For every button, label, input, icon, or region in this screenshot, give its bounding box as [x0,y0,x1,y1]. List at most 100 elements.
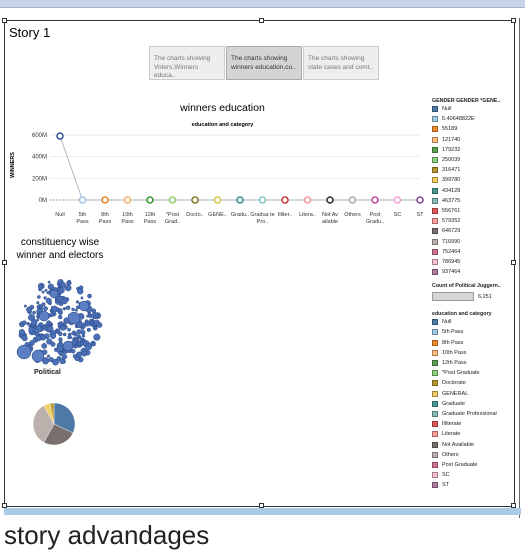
gender-legend-item[interactable]: 121740 [432,135,514,145]
gender-legend-item[interactable]: 716990 [432,236,514,246]
gender-legend-item[interactable]: 752464 [432,247,514,257]
gender-legend-label: 179232 [442,147,460,153]
x-tick-label: Litera.. [299,212,316,218]
edu-legend-label: Doctorate [442,380,466,386]
edu-legend-label: Null [442,319,451,325]
bubble [68,280,71,283]
bubble [51,342,56,347]
x-tick-label: Illiter.. [278,212,293,218]
edu-legend-item[interactable]: Post Graduate [432,460,514,470]
edu-legend-item[interactable]: Doctorate [432,378,514,388]
bubble [60,322,64,326]
edu-legend-item[interactable]: Graduate Professional [432,409,514,419]
edu-legend-item[interactable]: Illiterate [432,419,514,429]
x-tick-label: 8th Pass [99,212,111,225]
edu-legend-item[interactable]: Null [432,317,514,327]
gender-legend-item[interactable]: 55189 [432,124,514,134]
bubble [60,282,65,287]
edu-legend-label: 12th Pass [442,360,466,366]
edu-legend-label: 5th Pass [442,329,463,335]
gender-legend-item[interactable]: 786945 [432,257,514,267]
edu-legend-swatch [432,391,438,397]
bubble [60,359,65,364]
edu-legend-swatch [432,462,438,468]
bubble [32,311,35,314]
edu-legend-item[interactable]: 5th Pass [432,327,514,337]
edu-legend-item[interactable]: Graduate [432,399,514,409]
bubble [60,296,64,300]
edu-legend-item[interactable]: 8th Pass [432,338,514,348]
edu-legend-swatch [432,431,438,437]
x-tick-label: SC [394,212,402,218]
bubble [65,285,71,291]
y-tick-label: 400M [32,155,47,161]
bubble [17,345,31,359]
edu-legend-item[interactable]: SC [432,470,514,480]
gender-legend-label: 752464 [442,249,460,255]
gender-legend-item[interactable]: Null [432,104,514,114]
resize-handle-tr[interactable] [511,18,516,23]
gender-legend-label: 579352 [442,218,460,224]
gender-legend-swatch [432,269,438,275]
edu-legend-item[interactable]: 12th Pass [432,358,514,368]
bubble [48,281,50,283]
bubble [77,329,82,334]
edu-legend-swatch [432,472,438,478]
gender-legend-item[interactable]: 646729 [432,226,514,236]
edu-legend-item[interactable]: Literate [432,429,514,439]
x-tick-label: ST [416,212,424,218]
gender-legend-swatch [432,208,438,214]
gender-legend-swatch [432,167,438,173]
gender-legend-item[interactable]: 463775 [432,196,514,206]
bubble [42,343,47,348]
edu-legend-item[interactable]: Not Available [432,439,514,449]
gender-legend-item[interactable]: 250039 [432,155,514,165]
gender-legend-item[interactable]: 579352 [432,216,514,226]
edu-legend-item[interactable]: ST [432,480,514,490]
edu-legend-swatch [432,411,438,417]
bubble [37,301,40,304]
gender-legend-label: Null [442,106,451,112]
edu-legend-item[interactable]: GENERAL [432,389,514,399]
gender-legend-item[interactable]: 179232 [432,145,514,155]
bubble [63,341,73,351]
gender-legend-swatch [432,147,438,153]
bubble [81,297,83,299]
data-point [350,197,356,203]
gender-legend-item[interactable]: 434128 [432,186,514,196]
bubble [50,290,58,298]
constituency-chart-title: constituency wise winner and electors [10,236,110,262]
gender-legend-item[interactable]: 556761 [432,206,514,216]
data-point [305,197,311,203]
bubble [59,288,65,294]
edu-legend-swatch [432,350,438,356]
bubble [22,321,26,325]
data-point [260,197,266,203]
bubble [48,324,51,327]
edu-legend-swatch [432,340,438,346]
y-tick-label: 200M [32,176,47,182]
edu-legend-label: Graduate [442,401,465,407]
gender-legend-item[interactable]: 937464 [432,267,514,277]
bubble [81,351,86,356]
gender-legend-label: 316471 [442,167,460,173]
edu-legend-item[interactable]: 10th Pass [432,348,514,358]
bubble [87,294,91,298]
bubble [87,328,91,332]
x-tick-label: *Post Grad.. [165,212,181,225]
edu-legend-item[interactable]: Others [432,450,514,460]
bubble [42,291,44,293]
bubble [41,284,44,287]
data-point [125,197,131,203]
constituency-bubble-chart[interactable] [14,276,106,376]
pie-chart[interactable] [30,400,80,450]
gender-legend-item[interactable]: 399780 [432,175,514,185]
gender-legend-item[interactable]: 316471 [432,165,514,175]
edu-legend-item[interactable]: *Post Graduate [432,368,514,378]
resize-handle-ml[interactable] [2,260,7,265]
gender-legend-item[interactable]: 5.40648822E [432,114,514,124]
data-point [215,197,221,203]
gender-legend-list: Null 5.40648822E 55189 121740 179232 250039 31… [432,104,514,277]
winners-education-chart[interactable]: 0M 200M 400M 600M Null 5th Pass 8th Pass 10th Pass… [0,0,430,240]
bubble [73,354,77,358]
